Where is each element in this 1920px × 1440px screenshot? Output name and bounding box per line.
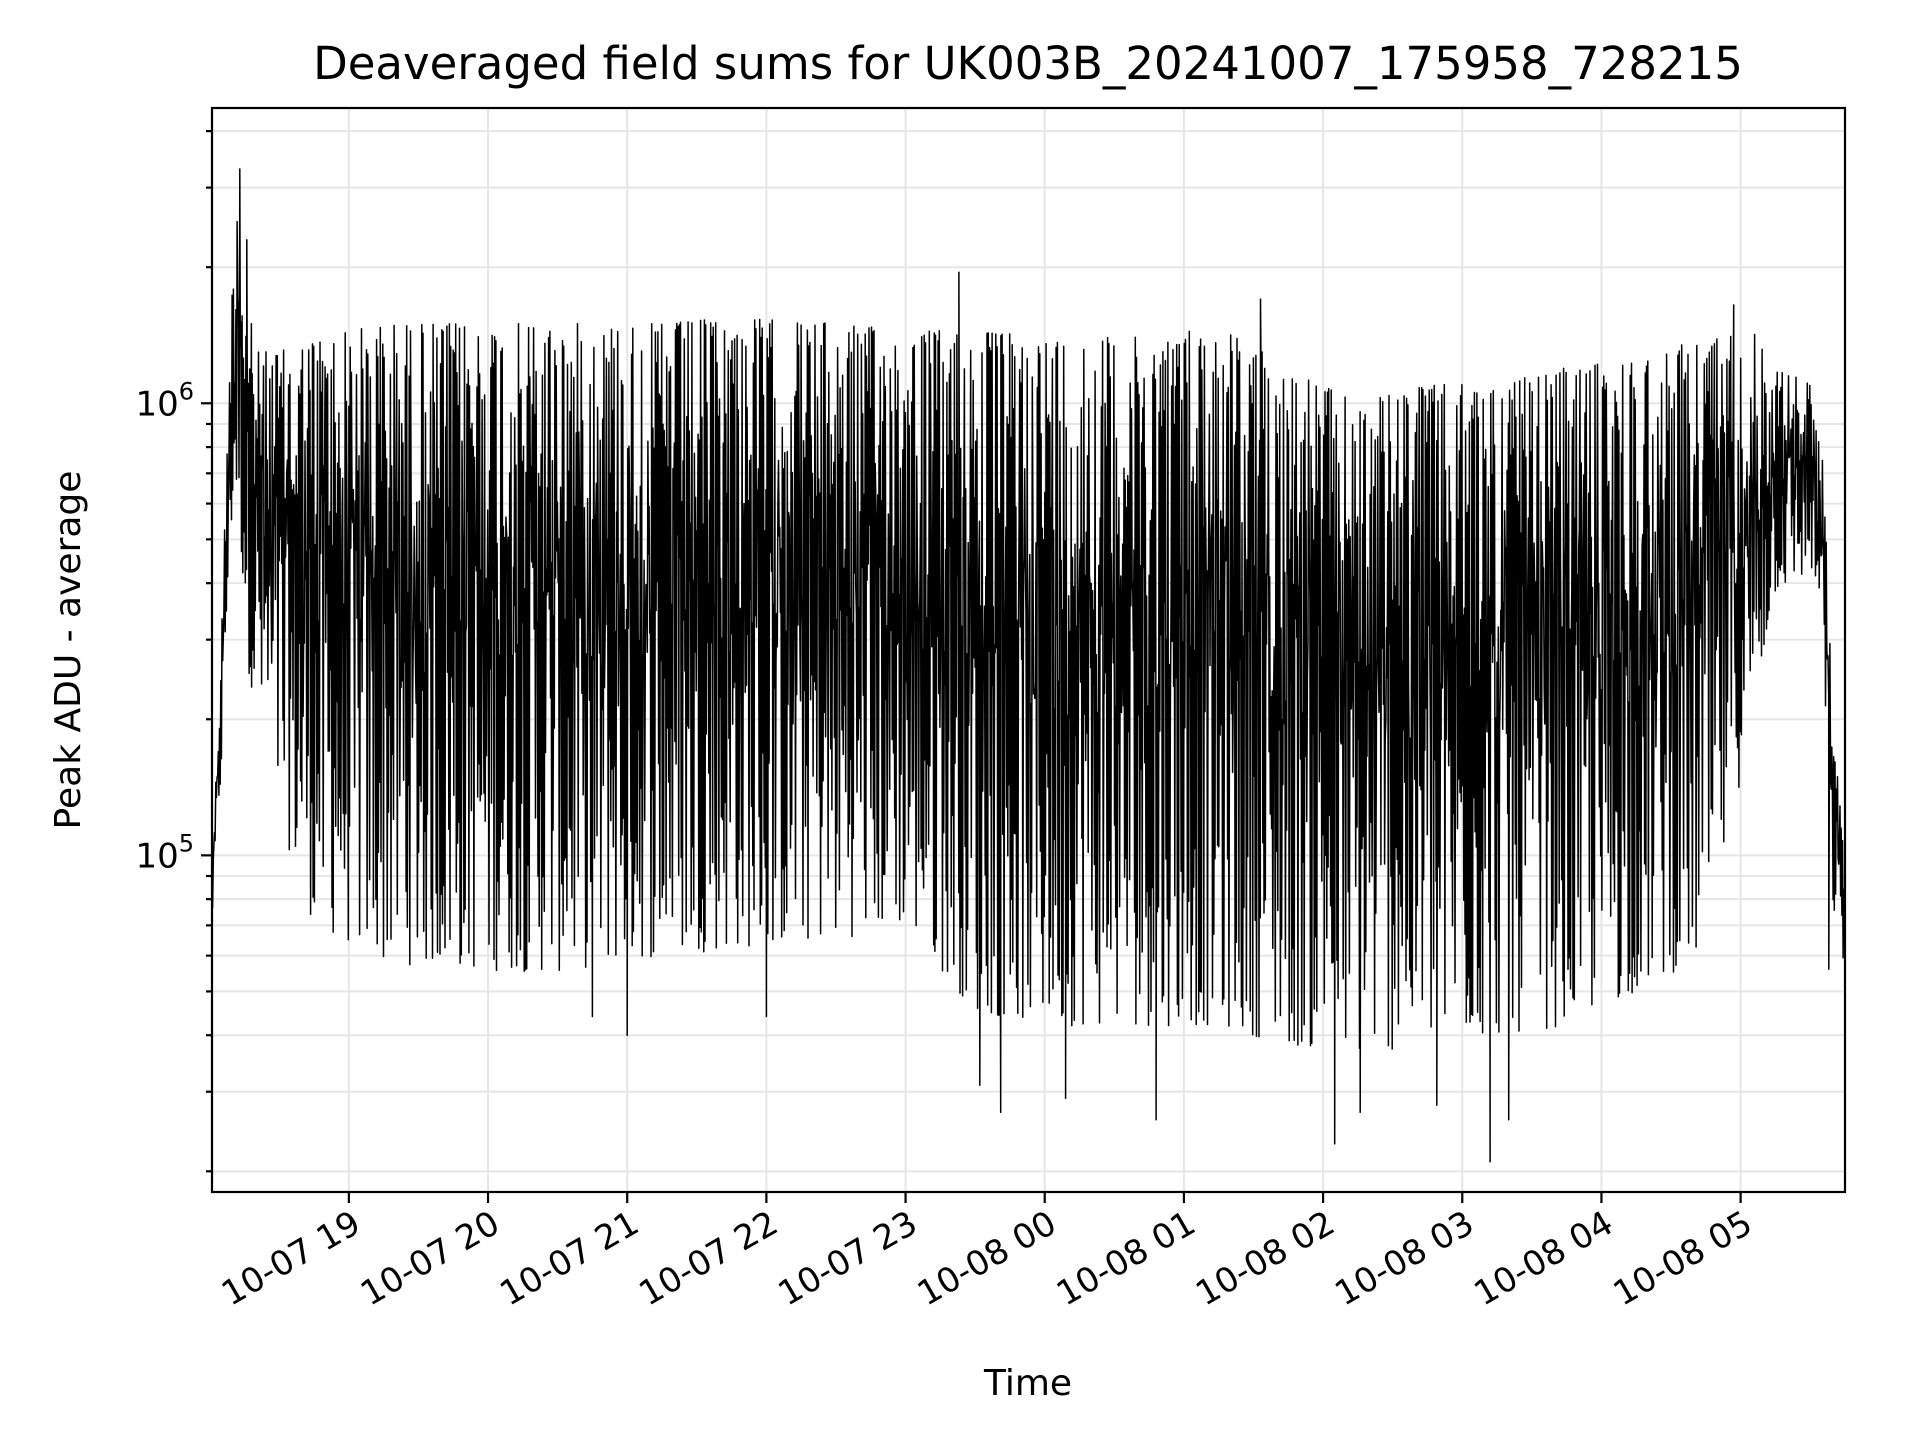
series-line-peak-adu <box>212 168 1845 1163</box>
y-axis: 105 106 <box>135 130 212 1173</box>
y-tick-label: 105 <box>135 829 194 876</box>
plot-area-frame <box>210 106 1847 1194</box>
x-axis-label: Time <box>983 1363 1072 1404</box>
chart-title: Deaveraged field sums for UK003B_2024100… <box>313 37 1743 90</box>
y-axis-label: Peak ADU - average <box>48 471 89 830</box>
y-tick-label: 106 <box>135 377 194 424</box>
plot-data <box>212 168 1845 1163</box>
